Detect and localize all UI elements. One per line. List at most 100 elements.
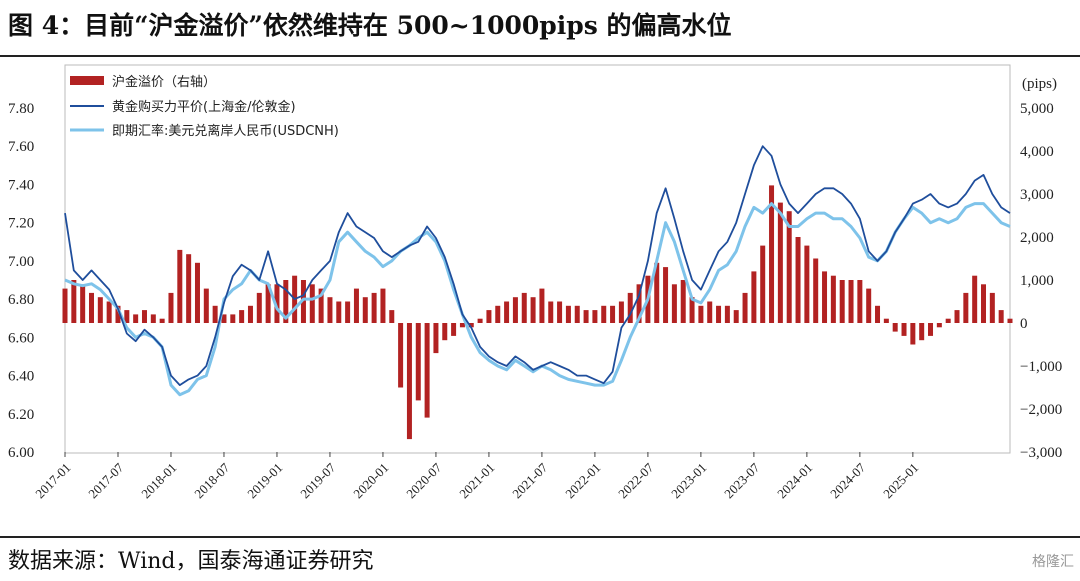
premium-bar <box>769 185 775 323</box>
x-tick-label: 2019-01 <box>244 460 285 501</box>
x-tick-label: 2022-01 <box>562 460 603 501</box>
premium-bar <box>274 284 280 323</box>
y-right-tick-label: 2,000 <box>1020 230 1054 246</box>
premium-bar <box>707 301 713 323</box>
y-left-tick-label: 6.60 <box>8 330 34 346</box>
premium-bar <box>671 284 677 323</box>
x-tick-label: 2021-01 <box>456 460 497 501</box>
x-tick-label: 2025-01 <box>880 460 921 501</box>
premium-bar <box>221 314 227 323</box>
premium-bar <box>362 297 368 323</box>
premium-bar <box>327 297 333 323</box>
premium-bar <box>822 271 828 323</box>
premium-bar <box>848 280 854 323</box>
x-tick-label: 2021-07 <box>509 460 551 502</box>
watermark: 格隆汇 <box>1032 554 1074 570</box>
premium-bar <box>601 305 607 323</box>
premium-bar <box>1007 318 1013 323</box>
premium-bar <box>539 288 545 323</box>
y-right-tick-label: 0 <box>1020 316 1028 332</box>
x-tick-label: 2024-07 <box>827 460 869 502</box>
legend: 沪金溢价（右轴） 黄金购买力平价(上海金/伦敦金) 即期汇率:美元兑离岸人民币(… <box>70 74 339 139</box>
premium-bar <box>106 301 112 323</box>
y-left-tick-label: 7.20 <box>8 216 34 232</box>
premium-bar <box>795 237 801 323</box>
premium-bar <box>133 314 139 323</box>
legend-swatch-premium <box>70 76 104 85</box>
premium-bar <box>504 301 510 323</box>
premium-bar <box>530 297 536 323</box>
premium-bar <box>839 280 845 323</box>
premium-bar <box>442 323 448 341</box>
premium-bar <box>230 314 236 323</box>
y-right-ticks: 5,000 4,000 3,000 2,000 1,000 0 −1,000 −2,000 −3… <box>1020 101 1062 461</box>
premium-bar <box>813 258 819 323</box>
premium-bar <box>875 305 881 323</box>
premium-bar <box>124 310 130 323</box>
gold-parity-line <box>64 145 1011 386</box>
premium-bar <box>477 318 483 323</box>
premium-bars <box>62 185 1013 440</box>
premium-bar <box>318 288 324 323</box>
premium-bar <box>300 280 306 323</box>
premium-bar <box>203 288 209 323</box>
premium-bar <box>866 288 872 323</box>
figure-title: 图 4：目前“沪金溢价”依然维持在 500~1000pips 的偏高水位 <box>8 11 732 40</box>
premium-bar <box>636 284 642 323</box>
premium-bar <box>901 323 907 336</box>
legend-label-usdcnh: 即期汇率:美元兑离岸人民币(USDCNH) <box>112 123 339 139</box>
y-left-tick-label: 7.00 <box>8 254 34 270</box>
premium-bar <box>786 211 792 323</box>
premium-bar <box>919 323 925 341</box>
premium-bar <box>583 310 589 323</box>
premium-bar <box>733 310 739 323</box>
premium-bar <box>62 288 68 323</box>
premium-bar <box>972 275 978 323</box>
x-tick-label: 2020-07 <box>403 460 445 502</box>
y-left-ticks: 7.80 7.60 7.40 7.20 7.00 6.80 6.60 6.40 6.20 6.00 <box>8 101 34 461</box>
y-right-tick-label: 3,000 <box>1020 187 1054 203</box>
y-right-tick-label: 5,000 <box>1020 101 1054 117</box>
y-right-tick-label: 1,000 <box>1020 273 1054 289</box>
legend-label-gold-parity: 黄金购买力平价(上海金/伦敦金) <box>112 99 296 115</box>
x-tick-label: 2023-07 <box>721 460 763 502</box>
plot-frame <box>64 64 1011 454</box>
x-tick-label: 2024-01 <box>774 460 815 501</box>
x-tick-label: 2023-01 <box>668 460 709 501</box>
premium-bar <box>80 284 86 323</box>
premium-bar <box>71 280 77 323</box>
premium-bar <box>830 275 836 323</box>
premium-bar <box>689 297 695 323</box>
premium-bar <box>459 323 465 328</box>
premium-bar <box>742 292 748 323</box>
x-tick-label: 2018-07 <box>191 460 233 502</box>
premium-bar <box>954 310 960 323</box>
premium-bar <box>177 249 183 323</box>
premium-bar <box>892 323 898 332</box>
premium-bar <box>521 292 527 323</box>
bottom-rule <box>0 536 1080 538</box>
series-lines <box>64 145 1011 397</box>
premium-bar <box>883 318 889 323</box>
premium-bar <box>468 323 474 328</box>
premium-bar <box>265 284 271 323</box>
premium-bar <box>777 202 783 323</box>
x-tick-label: 2022-07 <box>615 460 657 502</box>
premium-bar <box>716 305 722 323</box>
premium-bar <box>345 301 351 323</box>
x-tick-label: 2017-01 <box>32 460 73 501</box>
premium-bar <box>698 305 704 323</box>
premium-bar <box>495 305 501 323</box>
premium-bar <box>141 310 147 323</box>
premium-bar <box>910 323 916 345</box>
premium-bar <box>857 280 863 323</box>
premium-bar <box>353 288 359 323</box>
premium-bar <box>433 323 439 354</box>
premium-bar <box>565 305 571 323</box>
premium-bar <box>760 245 766 323</box>
premium-bar <box>512 297 518 323</box>
premium-bar <box>389 310 395 323</box>
top-rule <box>0 55 1080 57</box>
premium-bar <box>186 254 192 323</box>
